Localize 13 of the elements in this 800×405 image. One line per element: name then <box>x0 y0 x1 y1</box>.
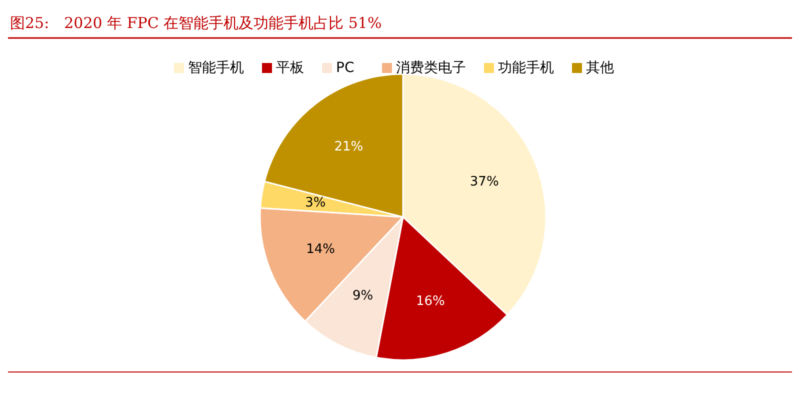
legend-label: 功能手机 <box>498 60 554 76</box>
data-label: 37% <box>470 174 499 190</box>
legend-label: PC <box>336 60 354 76</box>
data-label: 9% <box>352 288 374 304</box>
data-label: 16% <box>416 294 445 309</box>
data-label: 21% <box>334 139 364 154</box>
chart-title: 图25: 2020 年 FPC 在智能手机及功能手机占比 51% <box>10 14 382 32</box>
legend-label: 消费类电子 <box>396 60 466 76</box>
legend-label: 其他 <box>586 60 614 76</box>
legend-label: 智能手机 <box>188 60 244 76</box>
data-label: 14% <box>306 242 336 258</box>
legend-label: 平板 <box>276 60 304 76</box>
data-label: 3% <box>305 196 326 211</box>
